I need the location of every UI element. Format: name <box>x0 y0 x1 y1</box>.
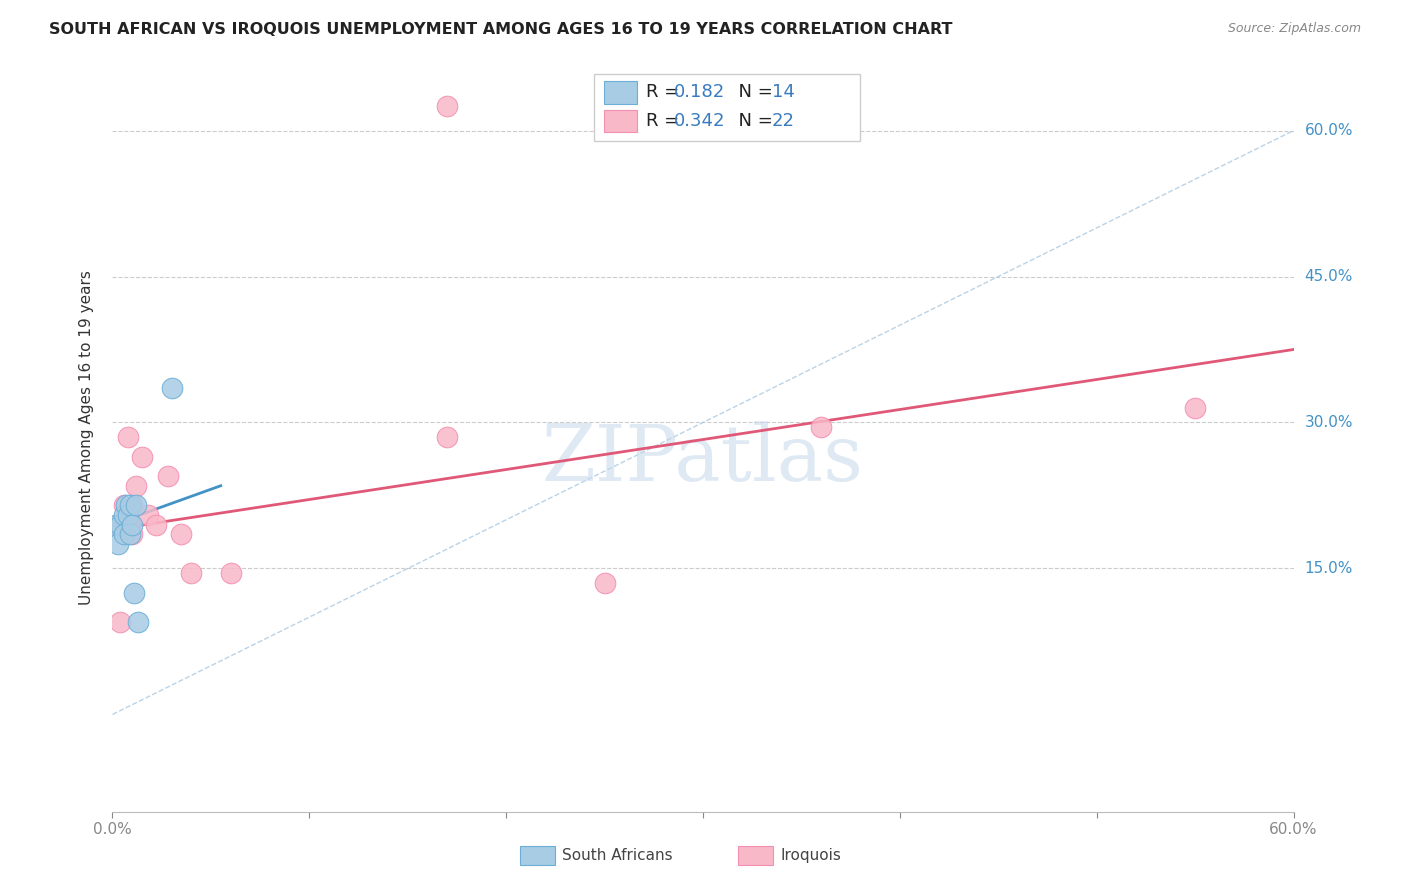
Point <box>105 517 128 532</box>
Point <box>810 420 832 434</box>
Text: 0.342: 0.342 <box>673 112 725 130</box>
Point <box>436 99 458 113</box>
Point <box>110 517 132 532</box>
Point <box>115 517 138 532</box>
Point <box>170 527 193 541</box>
Point <box>436 430 458 444</box>
Text: 15.0%: 15.0% <box>1305 561 1353 576</box>
Text: Source: ZipAtlas.com: Source: ZipAtlas.com <box>1227 22 1361 36</box>
Point <box>111 517 134 532</box>
Text: South Africans: South Africans <box>562 848 673 863</box>
Text: 14: 14 <box>772 84 794 102</box>
Point <box>145 517 167 532</box>
Point <box>120 527 142 541</box>
Point <box>105 517 128 532</box>
Point <box>117 517 139 532</box>
Point <box>117 508 139 522</box>
Text: R =: R = <box>647 112 685 130</box>
FancyBboxPatch shape <box>603 110 637 132</box>
Point <box>593 576 616 591</box>
Point <box>112 498 135 512</box>
Point <box>120 517 142 532</box>
Point <box>219 566 242 581</box>
Text: 22: 22 <box>772 112 794 130</box>
Point <box>136 508 159 522</box>
Text: R =: R = <box>647 84 685 102</box>
Point <box>120 498 142 512</box>
Text: ZIPatlas: ZIPatlas <box>541 422 865 498</box>
Point <box>115 498 138 512</box>
Text: N =: N = <box>727 112 778 130</box>
Point <box>156 469 179 483</box>
Point <box>180 566 202 581</box>
Text: Iroquois: Iroquois <box>780 848 841 863</box>
Text: N =: N = <box>727 84 778 102</box>
FancyBboxPatch shape <box>603 81 637 103</box>
Point <box>160 381 183 395</box>
Text: 60.0%: 60.0% <box>1305 123 1353 138</box>
Y-axis label: Unemployment Among Ages 16 to 19 years: Unemployment Among Ages 16 to 19 years <box>79 269 94 605</box>
Point <box>107 537 129 551</box>
Text: 45.0%: 45.0% <box>1305 269 1353 284</box>
FancyBboxPatch shape <box>595 74 860 141</box>
Point <box>117 430 139 444</box>
Point <box>112 527 135 541</box>
Point <box>121 517 143 532</box>
Point <box>110 615 132 629</box>
Text: 0.182: 0.182 <box>673 84 724 102</box>
Point <box>112 508 135 522</box>
Point <box>125 498 148 512</box>
Point <box>131 450 153 464</box>
Point <box>1184 401 1206 415</box>
Point <box>121 527 143 541</box>
Point <box>127 615 149 629</box>
Text: SOUTH AFRICAN VS IROQUOIS UNEMPLOYMENT AMONG AGES 16 TO 19 YEARS CORRELATION CHA: SOUTH AFRICAN VS IROQUOIS UNEMPLOYMENT A… <box>49 22 953 37</box>
Point <box>125 479 148 493</box>
Point <box>122 586 145 600</box>
Text: 30.0%: 30.0% <box>1305 415 1353 430</box>
Point <box>121 498 143 512</box>
